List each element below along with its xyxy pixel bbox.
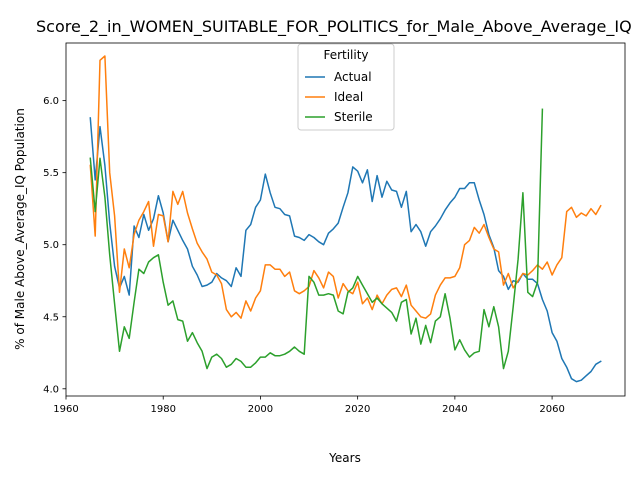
x-axis-label: Years	[328, 451, 361, 465]
x-tick-label: 1980	[150, 404, 175, 415]
x-tick-label: 2020	[345, 404, 370, 415]
legend-label-sterile: Sterile	[334, 110, 373, 124]
y-tick-label: 5.5	[43, 168, 59, 179]
legend-title: Fertility	[323, 48, 368, 62]
legend: Fertility Actual Ideal Sterile	[297, 43, 395, 131]
chart-title: Score_2_in_WOMEN_SUITABLE_FOR_POLITICS_f…	[36, 17, 632, 37]
y-axis-label: % of Male Above_Average_IQ Population	[13, 108, 27, 350]
legend-label-ideal: Ideal	[334, 90, 363, 104]
legend-label-actual: Actual	[334, 70, 372, 84]
y-tick-label: 4.5	[43, 312, 59, 323]
plot-area: 1960 1980 2000 2020 2040 2060 4.0 4.5 5.0 5.5 6.0	[43, 42, 626, 415]
axes-frame	[65, 42, 626, 397]
y-tick-label: 6.0	[43, 96, 59, 107]
x-tick-label: 2000	[248, 404, 273, 415]
y-tick-label: 5.0	[43, 240, 59, 251]
y-tick-label: 4.0	[43, 384, 59, 395]
x-tick-label: 1960	[53, 404, 78, 415]
x-tick-label: 2060	[539, 404, 564, 415]
x-tick-label: 2040	[442, 404, 467, 415]
series-line-sterile	[89, 108, 544, 370]
legend-frame	[297, 43, 395, 131]
